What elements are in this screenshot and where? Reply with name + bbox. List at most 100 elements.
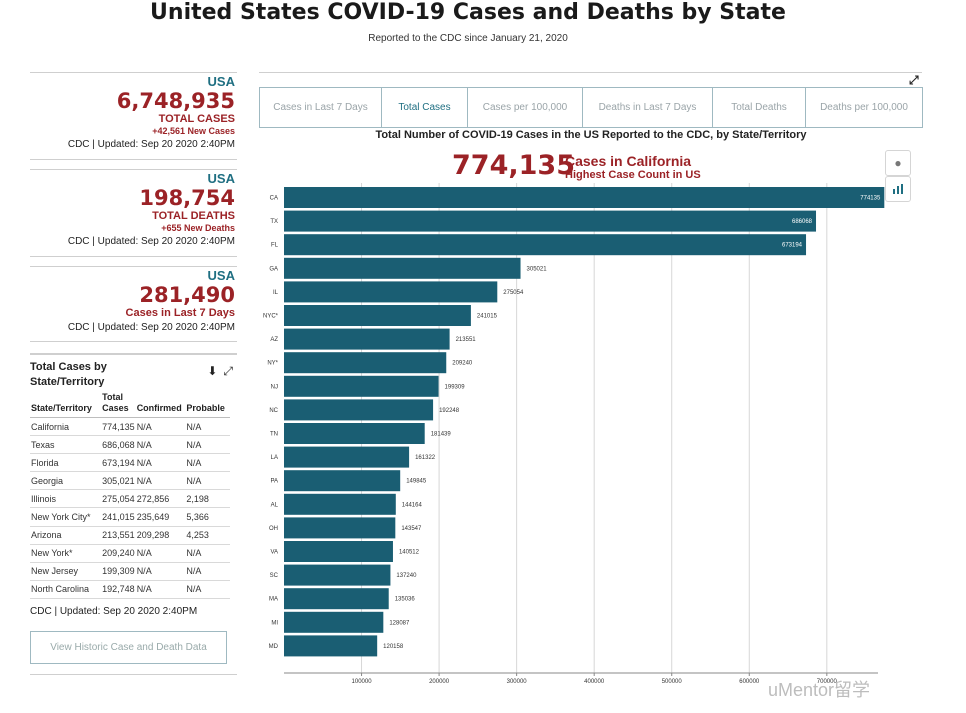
x-tick-label: 700000: [817, 679, 838, 685]
bar: [284, 305, 471, 326]
cell-total: 209,240: [101, 544, 136, 563]
cell-confirmed: N/A: [135, 417, 186, 437]
watermark: uMentor留学: [768, 680, 871, 700]
tab-total-cases[interactable]: Total Cases: [382, 88, 468, 127]
column-header-probable[interactable]: Probable: [185, 391, 230, 418]
total-deaths-panel: USA 198,754 TOTAL DEATHS +655 New Deaths…: [30, 169, 237, 257]
bar: [284, 399, 434, 421]
bar-chart-icon[interactable]: [885, 176, 911, 202]
table-row[interactable]: Georgia 305,021 N/A N/A: [30, 471, 230, 491]
cell-state: Arizona: [30, 526, 102, 545]
bar-value-label: 673194: [782, 243, 803, 249]
bar-category-label: AL: [271, 502, 279, 508]
bar: [284, 423, 425, 444]
chart-title: Total Number of COVID-19 Cases in the US…: [375, 129, 807, 141]
cell-probable: N/A: [185, 471, 230, 491]
bar: [284, 328, 450, 350]
bar-category-label: MD: [269, 644, 279, 650]
tab-deaths-per-100000[interactable]: Deaths per 100,000: [820, 102, 908, 113]
bar: [284, 588, 389, 610]
cell-probable: N/A: [185, 453, 230, 473]
bar-chart: CA 774135 TX 686068 FL 673194 GA 305021 IL 275054…: [263, 183, 885, 685]
globe-icon[interactable]: ●: [885, 150, 911, 176]
bar: [284, 187, 885, 208]
table-row[interactable]: New York City* 241,015 235,649 5,366: [30, 507, 230, 527]
cell-probable: N/A: [185, 417, 230, 437]
table-row[interactable]: Arizona 213,551 209,298 4,253: [30, 526, 230, 545]
cell-confirmed: 209,298: [135, 526, 186, 545]
bar-category-label: NC: [269, 408, 278, 414]
cell-confirmed: 272,856: [135, 489, 186, 509]
column-header-confirmed[interactable]: Confirmed: [135, 391, 186, 418]
cell-state: Illinois: [30, 489, 102, 509]
tab-cases-last-7-days[interactable]: Cases in Last 7 Days: [260, 88, 382, 127]
cell-state: California: [30, 417, 102, 437]
tab-total-deaths[interactable]: Total Deaths: [713, 88, 806, 127]
cell-state: North Carolina: [30, 580, 102, 599]
bar-category-label: IL: [273, 290, 279, 296]
expand-icon[interactable]: ⤢: [909, 73, 919, 87]
table-row[interactable]: Illinois 275,054 272,856 2,198: [30, 489, 230, 509]
cell-state: Texas: [30, 435, 102, 455]
page-subtitle: Reported to the CDC since January 21, 20…: [368, 33, 568, 44]
table-title: Total Cases by State/Territory: [30, 361, 107, 387]
highlight-label: Cases in California: [565, 153, 692, 169]
tab-cases-per-100000[interactable]: Cases per 100,000: [468, 88, 583, 127]
bar-value-label: 135036: [395, 597, 416, 603]
bar: [284, 493, 396, 515]
column-header-total[interactable]: Total Cases: [101, 391, 136, 418]
cell-confirmed: N/A: [135, 471, 186, 491]
stat-updated: CDC | Updated: Sep 20 2020 2:40PM: [67, 322, 235, 333]
bar: [284, 611, 384, 633]
page-title: United States COVID-19 Cases and Deaths …: [150, 0, 786, 25]
cell-total: 275,054: [101, 489, 136, 509]
stat-region: USA: [207, 74, 235, 89]
total-deaths-value: 198,754: [139, 186, 235, 210]
cell-confirmed: N/A: [135, 562, 186, 581]
table-row[interactable]: New York* 209,240 N/A N/A: [30, 544, 230, 563]
bar-category-label: FL: [271, 243, 279, 249]
bar-value-label: 161322: [415, 455, 436, 461]
tab-deaths-last-7-days[interactable]: Deaths in Last 7 Days: [583, 88, 713, 127]
cell-probable: N/A: [185, 435, 230, 455]
table-row[interactable]: California 774,135 N/A N/A: [30, 417, 230, 437]
bar-category-label: TX: [270, 219, 278, 225]
download-icon[interactable]: ⬇: [207, 364, 218, 378]
cell-probable: 4,253: [185, 526, 230, 545]
bar-value-label: 144164: [402, 502, 423, 508]
stat-updated: CDC | Updated: Sep 20 2020 2:40PM: [67, 139, 235, 150]
cell-confirmed: 235,649: [135, 507, 186, 527]
view-historic-data-button[interactable]: View Historic Case and Death Data: [30, 631, 227, 664]
total-cases-value: 6,748,935: [116, 89, 235, 113]
bar: [284, 470, 401, 492]
divider: [30, 674, 237, 675]
cell-total: 673,194: [101, 453, 136, 473]
bar: [284, 541, 393, 562]
column-header-state[interactable]: State/Territory: [30, 391, 102, 418]
table-row[interactable]: Texas 686,068 N/A N/A: [30, 435, 230, 455]
cell-probable: N/A: [185, 544, 230, 563]
bar-value-label: 128087: [389, 620, 410, 626]
bar: [284, 210, 817, 232]
bar: [284, 635, 378, 657]
bar-category-label: PA: [270, 479, 278, 485]
x-tick-label: 500000: [662, 679, 683, 685]
bar-category-label: NJ: [271, 384, 278, 390]
table-row[interactable]: New Jersey 199,309 N/A N/A: [30, 562, 230, 581]
table-updated: CDC | Updated: Sep 20 2020 2:40PM: [30, 606, 198, 617]
bar-value-label: 209240: [452, 361, 473, 367]
table-row[interactable]: Florida 673,194 N/A N/A: [30, 453, 230, 473]
table-row[interactable]: North Carolina 192,748 N/A N/A: [30, 580, 230, 599]
bar-category-label: MA: [269, 597, 278, 603]
cell-total: 774,135: [101, 417, 136, 437]
bar-category-label: GA: [269, 266, 278, 272]
state-table: State/Territory Total Cases Confirmed Pr…: [30, 391, 230, 599]
bar: [284, 446, 410, 468]
cell-probable: 5,366: [185, 507, 230, 527]
x-tick-label: 200000: [429, 679, 450, 685]
x-tick-label: 300000: [507, 679, 528, 685]
expand-icon[interactable]: ⤢: [223, 364, 233, 378]
stat-region: USA: [207, 268, 235, 283]
bar-value-label: 192248: [439, 408, 460, 414]
cell-probable: N/A: [185, 580, 230, 599]
